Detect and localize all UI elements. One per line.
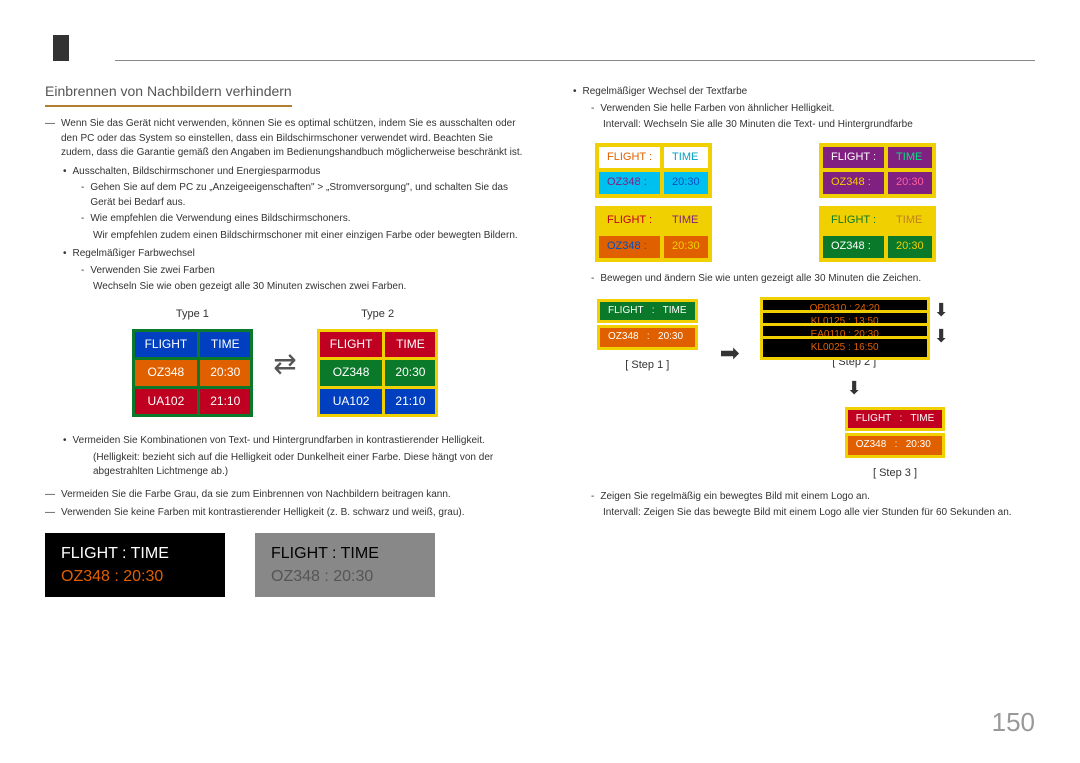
- step3-label: [ Step 3 ]: [755, 466, 1035, 482]
- type1-label: Type 1: [132, 307, 254, 323]
- step1-table: FLIGHT : TIME OZ348 : 20:30: [595, 297, 700, 352]
- flight-table-type2: FLIGHTTIME OZ34820:30 UA10221:10: [317, 329, 439, 417]
- scroll-arrows: ⬇ ⬇: [934, 297, 949, 349]
- sub-text: (Helligkeit: bezieht sich auf die Hellig…: [93, 451, 525, 480]
- sub-item: Verwenden Sie helle Farben von ähnlicher…: [591, 102, 1035, 117]
- sub-item: Zeigen Sie regelmäßig ein bewegtes Bild …: [591, 490, 1035, 505]
- color-cell-1: FLIGHT :TIME OZ348 :20:30: [595, 143, 811, 199]
- bullet-item: Vermeiden Sie Kombinationen von Text- un…: [63, 434, 525, 449]
- sub-item: Verwenden Sie zwei Farben: [81, 264, 525, 279]
- step-1: FLIGHT : TIME OZ348 : 20:30 [ Step 1 ]: [595, 297, 700, 374]
- type-examples-row: Type 1 FLIGHTTIME OZ34820:30 UA10221:10 …: [45, 307, 525, 423]
- bullet-item: Regelmäßiger Wechsel der Textfarbe: [573, 85, 1035, 100]
- sub-text: Intervall: Zeigen Sie das bewegte Bild m…: [603, 506, 1035, 521]
- sub-item: Gehen Sie auf dem PC zu „Anzeigeeigensch…: [81, 181, 525, 210]
- paragraph: Vermeiden Sie die Farbe Grau, da sie zum…: [45, 488, 525, 503]
- header-rule: [115, 60, 1035, 61]
- arrow-right-icon: ➡: [720, 337, 740, 372]
- contrast-box-gray: FLIGHT : TIME OZ348 : 20:30: [255, 533, 435, 597]
- step-2: OP0310 : 24:20 KL0125 : 13:50 EA0110 : 2…: [760, 297, 949, 401]
- sub-text: Wechseln Sie wie oben gezeigt alle 30 Mi…: [93, 280, 525, 295]
- sub-text: Wir empfehlen zudem einen Bildschirmscho…: [93, 229, 525, 244]
- contrast-box-black: FLIGHT : TIME OZ348 : 20:30: [45, 533, 225, 597]
- sub-text: Intervall: Wechseln Sie alle 30 Minuten …: [603, 118, 1035, 133]
- steps-row: FLIGHT : TIME OZ348 : 20:30 [ Step 1 ] ➡…: [595, 297, 1035, 401]
- bullet-item: Regelmäßiger Farbwechsel: [63, 247, 525, 262]
- color-cell-4: FLIGHT :TIME OZ348 :20:30: [819, 206, 1035, 262]
- section-heading: Einbrennen von Nachbildern verhindern: [45, 81, 292, 107]
- sub-item: Bewegen und ändern Sie wie unten gezeigt…: [591, 272, 1035, 287]
- step2-scrolling-box: OP0310 : 24:20 KL0125 : 13:50 EA0110 : 2…: [760, 298, 930, 348]
- color-cell-2: FLIGHT :TIME OZ348 :20:30: [819, 143, 1035, 199]
- header-decoration: [53, 35, 69, 61]
- arrow-down-icon: ⬇: [760, 375, 949, 401]
- bullet-item: Ausschalten, Bildschirmschoner und Energ…: [63, 165, 525, 180]
- contrast-examples: FLIGHT : TIME OZ348 : 20:30 FLIGHT : TIM…: [45, 533, 525, 597]
- sub-item: Wie empfehlen die Verwendung eines Bilds…: [81, 212, 525, 227]
- color-cell-3: FLIGHT :TIME OZ348 :20:30: [595, 206, 811, 262]
- double-arrow-icon: ⇄: [273, 344, 296, 385]
- type2-label: Type 2: [317, 307, 439, 323]
- flight-table-type1: FLIGHTTIME OZ34820:30 UA10221:10: [132, 329, 254, 417]
- step-3: FLIGHT : TIME OZ348 : 20:30 [ Step 3 ]: [755, 405, 1035, 482]
- arrow-down-icon: ⬇: [934, 297, 949, 323]
- right-column: Regelmäßiger Wechsel der Textfarbe Verwe…: [555, 81, 1035, 597]
- paragraph: Verwenden Sie keine Farben mit kontrasti…: [45, 506, 525, 521]
- page-number: 150: [992, 707, 1035, 738]
- left-column: Einbrennen von Nachbildern verhindern We…: [45, 81, 525, 597]
- arrow-down-icon: ⬇: [934, 323, 949, 349]
- paragraph: Wenn Sie das Gerät nicht verwenden, könn…: [45, 117, 525, 161]
- step1-label: [ Step 1 ]: [595, 358, 700, 374]
- color-grid: FLIGHT :TIME OZ348 :20:30 FLIGHT :TIME O…: [595, 143, 1035, 263]
- step3-table: FLIGHT : TIME OZ348 : 20:30: [843, 405, 948, 460]
